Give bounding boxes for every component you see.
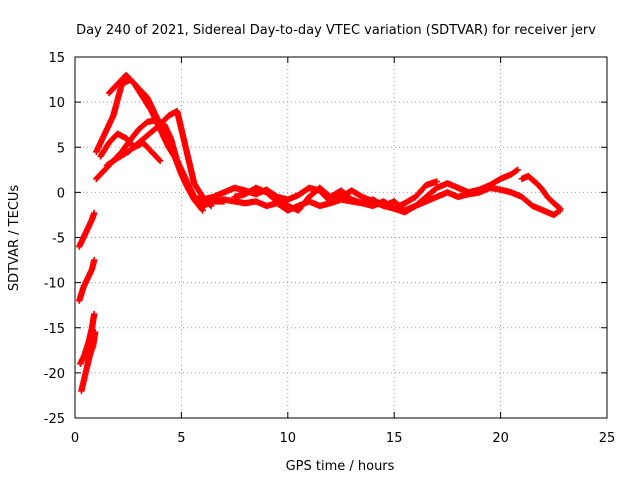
series-arc-13 xyxy=(518,172,564,212)
data-point xyxy=(155,156,163,163)
chart-title: Day 240 of 2021, Sidereal Day-to-day VTE… xyxy=(76,23,596,38)
x-tick-label: 10 xyxy=(280,431,297,446)
data-point xyxy=(90,209,98,217)
y-tick-label: -20 xyxy=(44,367,65,382)
data-point xyxy=(90,311,98,318)
x-tick-label: 0 xyxy=(71,431,79,446)
y-tick-label: 10 xyxy=(48,96,65,111)
data-point xyxy=(514,166,521,174)
y-tick-label: 15 xyxy=(48,51,65,66)
y-axis-ticks: 15 10 5 0 -5 -10 -15 -20 -25 xyxy=(44,51,607,427)
grid-lines xyxy=(75,57,607,418)
data-point xyxy=(513,167,520,174)
y-tick-label: 5 xyxy=(57,141,65,156)
y-tick-label: -25 xyxy=(44,412,65,427)
data-point xyxy=(555,204,563,211)
x-tick-label: 25 xyxy=(599,431,616,446)
series-arc-9 xyxy=(103,107,215,210)
x-tick-label: 20 xyxy=(492,431,509,446)
data-series xyxy=(76,71,564,395)
x-axis-ticks: 0 5 10 15 20 25 xyxy=(71,57,615,446)
x-tick-label: 5 xyxy=(177,431,185,446)
y-tick-label: 0 xyxy=(57,186,65,201)
data-point xyxy=(156,157,164,164)
data-point xyxy=(90,256,98,264)
y-axis-label: SDTVAR / TECUs xyxy=(7,185,22,292)
x-axis-label: GPS time / hours xyxy=(286,459,395,474)
x-tick-label: 15 xyxy=(386,431,403,446)
data-point xyxy=(433,178,440,185)
series-arc-12 xyxy=(231,178,440,214)
y-tick-label: -5 xyxy=(52,232,65,247)
y-tick-label: -15 xyxy=(44,322,65,337)
data-point xyxy=(92,329,99,336)
series-arc-4 xyxy=(78,329,99,395)
series-arc-2 xyxy=(76,256,98,304)
y-tick-label: -10 xyxy=(44,277,65,292)
series-arc-3 xyxy=(77,311,98,368)
series-arc-1 xyxy=(76,209,98,250)
data-point xyxy=(556,205,564,212)
